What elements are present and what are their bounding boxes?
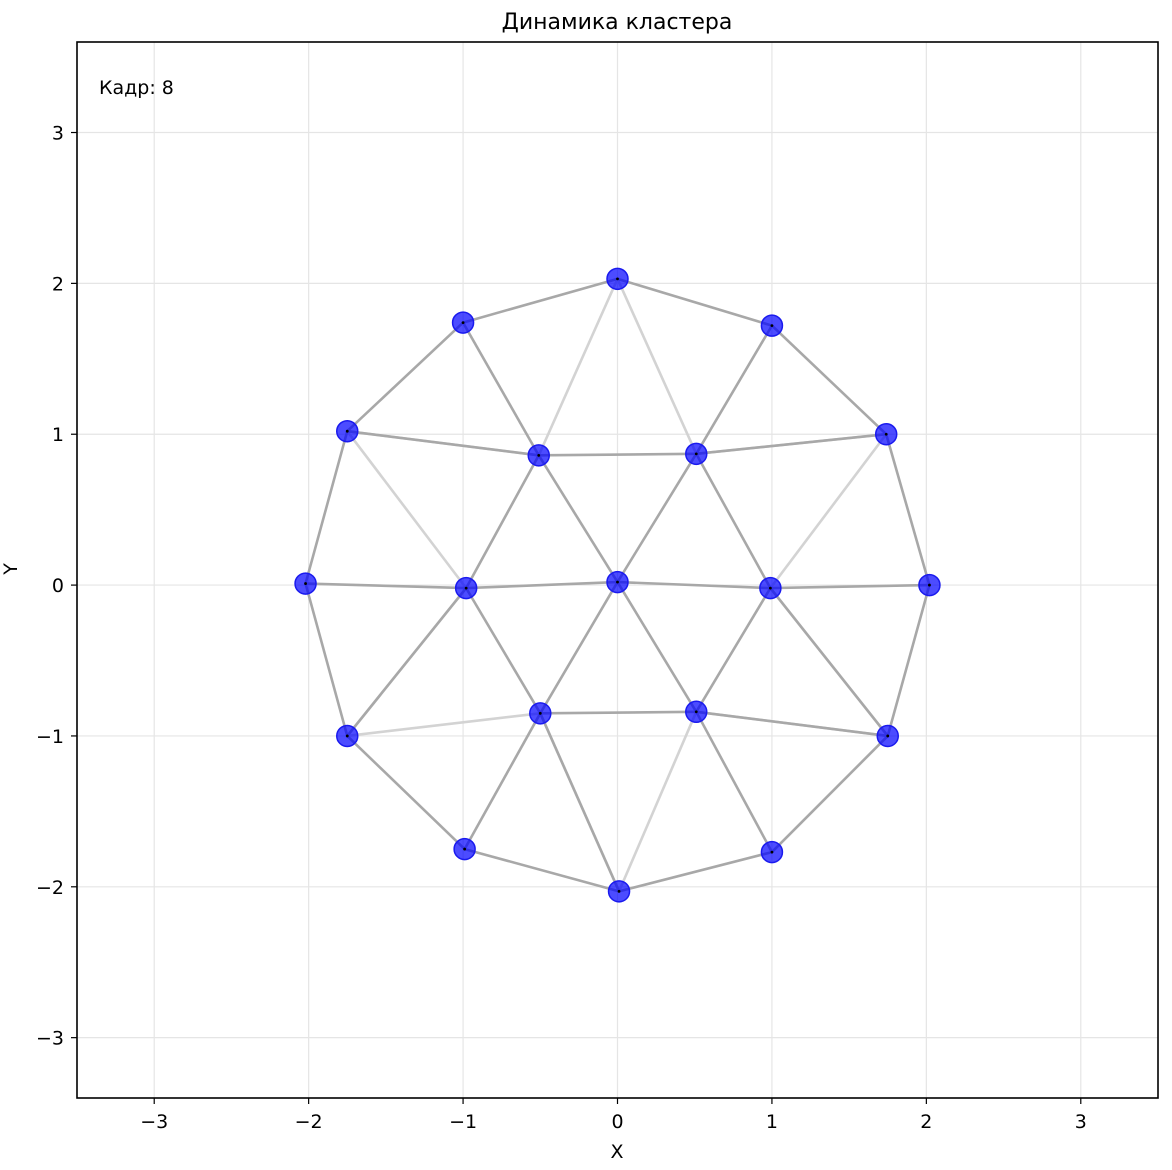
edge-strong bbox=[540, 710, 697, 715]
edge-weak bbox=[617, 711, 698, 892]
point-center-dot bbox=[770, 324, 774, 328]
y-tick-label: −3 bbox=[36, 1028, 64, 1050]
x-tick-label: 1 bbox=[766, 1111, 778, 1133]
edge-strong bbox=[466, 580, 618, 590]
x-tick-label: 0 bbox=[611, 1111, 623, 1133]
edge-strong bbox=[886, 584, 931, 737]
edge-weak bbox=[616, 278, 698, 455]
y-tick-label: 0 bbox=[52, 575, 64, 597]
edge-strong bbox=[695, 711, 774, 853]
edge-strong bbox=[771, 735, 889, 854]
point-center-dot bbox=[461, 321, 465, 324]
edge-strong bbox=[696, 432, 887, 456]
point-center-dot bbox=[616, 580, 619, 584]
edge-strong bbox=[461, 321, 540, 456]
edge-strong bbox=[616, 581, 698, 713]
point-center-dot bbox=[537, 453, 541, 457]
point-center-dot bbox=[768, 586, 772, 590]
edge-strong bbox=[695, 587, 772, 713]
point-center-dot bbox=[304, 582, 307, 585]
y-ticks: −3 −2 −1 0 1 2 3 bbox=[36, 123, 77, 1050]
edge-strong bbox=[346, 321, 464, 433]
edge-strong bbox=[465, 587, 542, 714]
edge-strong bbox=[463, 712, 542, 850]
x-tick-label: −3 bbox=[140, 1111, 168, 1133]
y-axis-label: Y bbox=[0, 563, 22, 576]
y-tick-label: −2 bbox=[36, 877, 64, 899]
edge-weak bbox=[537, 278, 619, 456]
point-center-dot bbox=[770, 850, 774, 854]
edge-strong bbox=[305, 582, 467, 590]
edge-strong bbox=[539, 712, 621, 892]
edge-strong bbox=[537, 454, 619, 583]
x-tick-label: 3 bbox=[1075, 1111, 1087, 1133]
chart-title: Динамика кластера bbox=[502, 10, 733, 35]
edge-strong bbox=[695, 453, 772, 589]
x-tick-label: −1 bbox=[449, 1111, 477, 1133]
y-tick-label: 3 bbox=[52, 123, 64, 145]
x-axis-label: X bbox=[610, 1141, 623, 1163]
frame-annotation: Кадр: 8 bbox=[99, 77, 174, 99]
edge-weak bbox=[769, 433, 888, 589]
y-tick-label: −1 bbox=[36, 726, 64, 748]
point-center-dot bbox=[616, 277, 619, 281]
edge-strong bbox=[769, 587, 889, 737]
edge-strong bbox=[884, 433, 931, 586]
edge-strong bbox=[539, 581, 619, 714]
edge-strong bbox=[538, 452, 697, 457]
edge-strong bbox=[617, 580, 771, 590]
edge-strong bbox=[616, 453, 698, 583]
edge-strong bbox=[304, 430, 349, 584]
x-ticks: −3 −2 −1 0 1 2 3 bbox=[140, 1098, 1087, 1133]
edge-weak bbox=[346, 430, 468, 589]
edge-strong bbox=[347, 429, 539, 457]
edge-strong bbox=[304, 583, 349, 737]
edge-strong bbox=[346, 587, 468, 737]
point-center-dot bbox=[464, 586, 468, 590]
point-center-dot bbox=[694, 710, 698, 714]
point-center-dot bbox=[345, 429, 349, 433]
point-center-dot bbox=[694, 452, 698, 456]
point-center-dot bbox=[345, 734, 349, 738]
x-tick-label: −2 bbox=[295, 1111, 323, 1133]
edge-strong bbox=[695, 324, 774, 455]
point-center-dot bbox=[463, 847, 467, 851]
point-center-dot bbox=[617, 889, 621, 893]
points bbox=[294, 267, 941, 903]
edge-strong bbox=[771, 324, 888, 436]
point-center-dot bbox=[884, 432, 888, 436]
edge-strong bbox=[465, 454, 540, 589]
y-tick-label: 1 bbox=[52, 424, 64, 446]
edge-strong bbox=[617, 277, 773, 327]
edge-strong bbox=[464, 847, 620, 893]
x-tick-label: 2 bbox=[920, 1111, 932, 1133]
edge-strong bbox=[696, 710, 888, 738]
y-tick-label: 2 bbox=[52, 273, 64, 295]
point-center-dot bbox=[538, 711, 542, 715]
edge-strong bbox=[462, 277, 618, 324]
edge-weak bbox=[347, 712, 541, 738]
edge-strong bbox=[346, 735, 466, 851]
edges-strong bbox=[304, 277, 931, 893]
point-center-dot bbox=[886, 734, 890, 738]
edge-strong bbox=[618, 850, 773, 893]
edge-strong bbox=[770, 583, 930, 590]
point-center-dot bbox=[928, 583, 931, 587]
